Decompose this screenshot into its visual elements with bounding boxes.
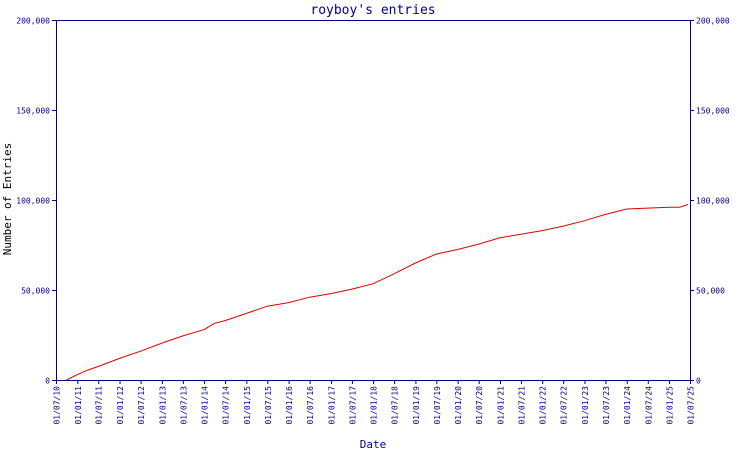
x-tick-label-26: 01/07/23: [602, 386, 611, 425]
plot-area-frame: [56, 20, 691, 381]
y-tick-label-left-4: 200,000: [16, 17, 50, 26]
y-tick-label-left-0: 0: [45, 377, 50, 386]
x-tick-label-4: 01/07/12: [137, 386, 146, 425]
y-tick-label-left-3: 150,000: [16, 107, 50, 116]
y-tick-label-left-1: 50,000: [21, 287, 50, 296]
x-tick-label-17: 01/01/19: [412, 386, 421, 425]
x-tick-label-8: 01/07/14: [222, 386, 231, 425]
y-axis-left: 0 50,000 100,000 150,000 200,000: [16, 17, 56, 386]
x-tick-label-12: 01/07/16: [306, 386, 315, 425]
x-axis: 01/07/10 01/01/11 01/07/11 01/01/12 01/07/12…: [53, 380, 696, 425]
x-tick-label-0: 01/07/10: [53, 386, 62, 425]
x-tick-label-10: 01/07/15: [264, 386, 273, 425]
y-tick-label-right-0: 0: [696, 377, 701, 386]
x-tick-label-21: 01/01/21: [496, 386, 505, 425]
x-tick-label-15: 01/01/18: [370, 386, 379, 425]
x-tick-label-28: 01/07/24: [644, 386, 653, 425]
y-axis-title: Number of Entries: [1, 143, 14, 256]
x-tick-label-9: 01/01/15: [243, 386, 252, 425]
y-tick-label-right-4: 200,000: [696, 17, 730, 26]
x-tick-label-19: 01/01/20: [454, 386, 463, 425]
x-tick-label-29: 01/01/25: [666, 386, 675, 425]
x-tick-label-1: 01/01/11: [74, 386, 83, 425]
y-tick-label-right-2: 100,000: [696, 197, 730, 206]
x-tick-label-24: 01/07/22: [560, 386, 569, 425]
x-tick-label-14: 01/07/17: [348, 386, 357, 425]
x-tick-label-22: 01/07/21: [517, 386, 526, 425]
x-tick-label-7: 01/01/14: [201, 386, 210, 425]
x-tick-label-23: 01/01/22: [539, 386, 548, 425]
x-tick-label-27: 01/01/24: [623, 386, 632, 425]
x-tick-label-2: 01/07/11: [95, 386, 104, 425]
x-tick-label-20: 01/07/20: [475, 386, 484, 425]
x-axis-title: Date: [360, 438, 387, 450]
y-tick-label-left-2: 100,000: [16, 197, 50, 206]
chart-title: royboy's entries: [310, 3, 435, 18]
x-tick-label-5: 01/01/13: [158, 386, 167, 425]
x-tick-label-18: 01/07/19: [433, 386, 442, 425]
y-tick-label-right-3: 150,000: [696, 107, 730, 116]
x-tick-label-11: 01/01/16: [285, 386, 294, 425]
x-tick-label-25: 01/01/23: [581, 386, 590, 425]
x-tick-label-16: 01/07/18: [391, 386, 400, 425]
x-tick-label-13: 01/01/17: [327, 386, 336, 425]
y-tick-label-right-1: 50,000: [696, 287, 725, 296]
entries-series-line: [66, 204, 689, 381]
y-axis-right: 0 50,000 100,000 150,000 200,000: [690, 17, 730, 386]
x-tick-label-3: 01/01/12: [116, 386, 125, 425]
x-tick-label-30: 01/07/25: [687, 386, 696, 425]
x-tick-label-6: 01/07/13: [179, 386, 188, 425]
